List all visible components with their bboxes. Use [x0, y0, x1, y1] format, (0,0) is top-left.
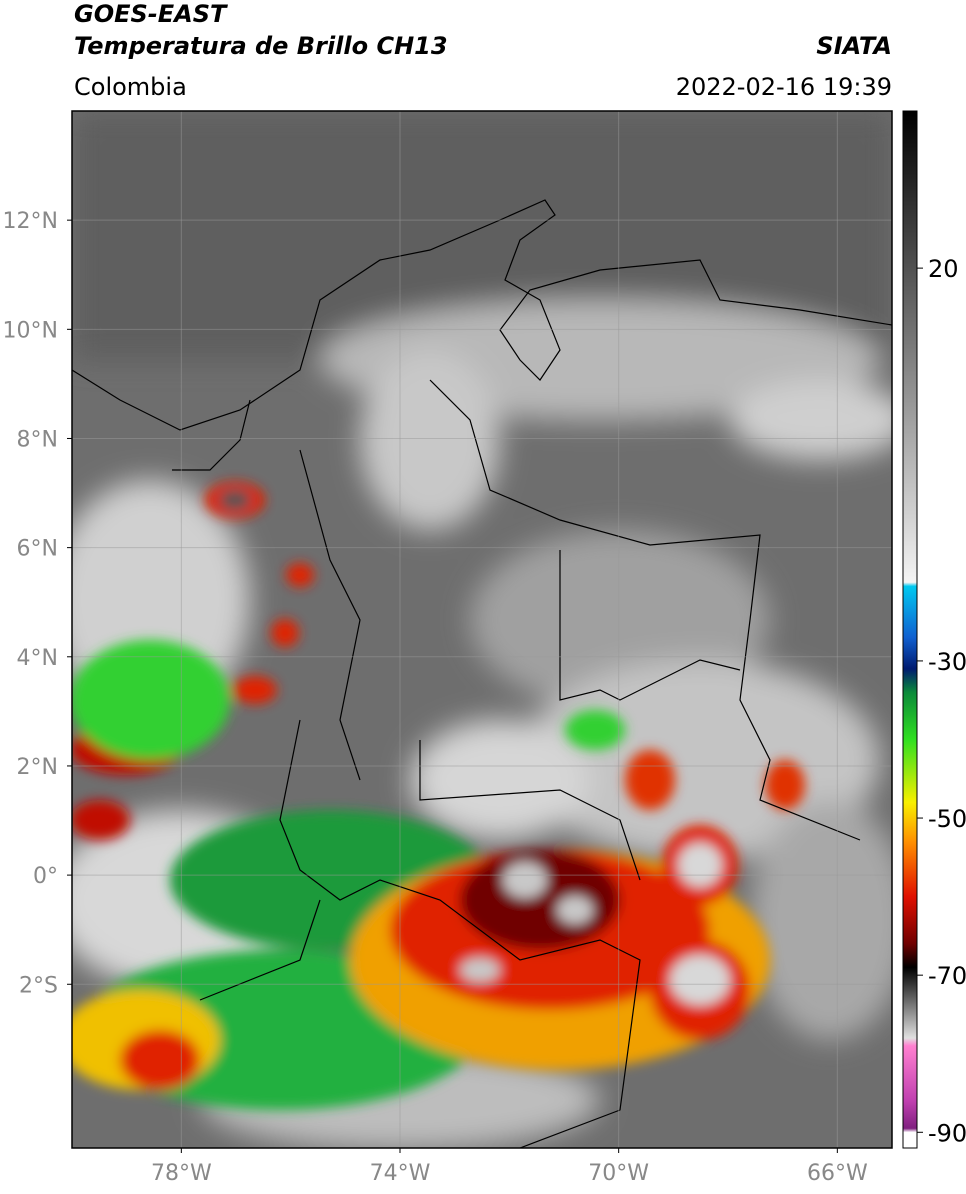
- colorbar: [902, 110, 918, 1149]
- lat-tick-label: 6°N: [17, 537, 58, 562]
- colorbar-tick-label: -50: [928, 805, 966, 833]
- title: GOES-EAST: [74, 0, 228, 28]
- lat-tick-label: 0°: [33, 864, 58, 889]
- colorbar-tick-label: -90: [928, 1119, 966, 1147]
- lat-tick-label: 8°N: [17, 427, 58, 452]
- colorbar-tick-label: -70: [928, 962, 966, 990]
- lat-tick-label: 2°N: [17, 755, 58, 780]
- lat-tick-label: 4°N: [17, 646, 58, 671]
- lat-tick-label: 12°N: [3, 209, 58, 234]
- lon-tick-label: 70°W: [588, 1161, 649, 1186]
- colorbar-tick-label: -30: [928, 648, 966, 676]
- lat-tick-label: 10°N: [3, 318, 58, 343]
- map-frame: [71, 110, 893, 1149]
- colorbar-tick-label: 20: [928, 255, 959, 283]
- region: Colombia: [74, 73, 187, 101]
- lon-tick-label: 74°W: [370, 1161, 431, 1186]
- source: SIATA: [816, 32, 892, 60]
- subtitle: Temperatura de Brillo CH13: [74, 32, 448, 60]
- map-image: [72, 111, 892, 1148]
- lon-tick-label: 78°W: [151, 1161, 212, 1186]
- datetime: 2022-02-16 19:39: [676, 73, 892, 101]
- lon-tick-label: 66°W: [807, 1161, 868, 1186]
- lat-tick-label: 2°S: [19, 973, 58, 998]
